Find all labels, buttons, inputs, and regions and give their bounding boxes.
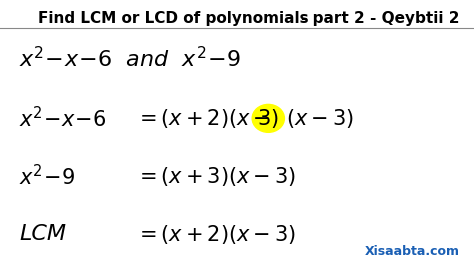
Text: $x^2\!-\!9$: $x^2\!-\!9$ [19,164,75,189]
Text: Xisaabta.com: Xisaabta.com [365,245,460,258]
Text: - part 2 - Qeybtii 2: - part 2 - Qeybtii 2 [301,11,460,26]
Text: $= (x+3)(x-3)$: $= (x+3)(x-3)$ [135,165,296,188]
Text: $x^2\!-\!x\!-\!6$  and  $x^2\!-\!9$: $x^2\!-\!x\!-\!6$ and $x^2\!-\!9$ [19,46,241,71]
Ellipse shape [252,104,284,132]
Text: $(x-3)$: $(x-3)$ [286,107,354,130]
Text: $= (x+2)(x-3)$: $= (x+2)(x-3)$ [135,223,296,246]
Text: $x^2\!-\!x\!-\!6$: $x^2\!-\!x\!-\!6$ [19,106,107,131]
Text: $3)$: $3)$ [257,107,279,130]
Text: Find LCM or LCD of polynomials: Find LCM or LCD of polynomials [38,11,309,26]
Text: LCM: LCM [19,224,66,244]
Text: $= (x+2)(x-$: $= (x+2)(x-$ [135,107,270,130]
